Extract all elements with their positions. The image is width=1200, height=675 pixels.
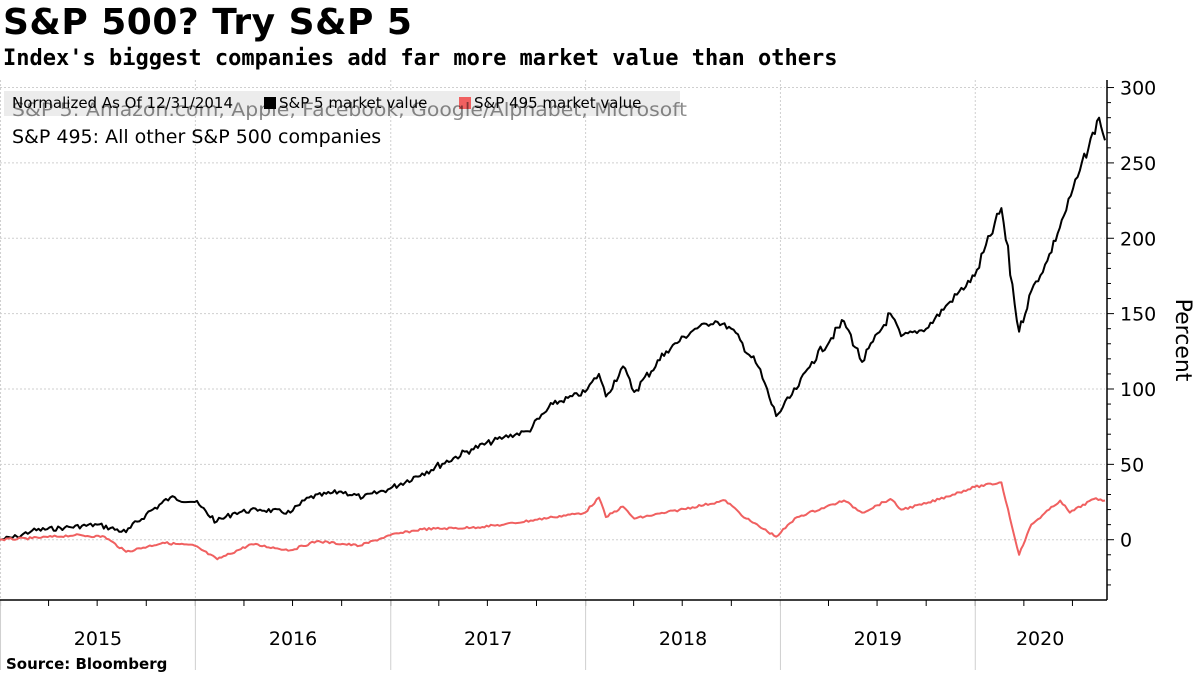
series-line-sp495 bbox=[0, 481, 1106, 561]
y-tick-label: 50 bbox=[1120, 454, 1144, 476]
legend-item: S&P 495 market value bbox=[474, 94, 641, 112]
x-tick-label: 2020 bbox=[1016, 628, 1064, 650]
legend-box bbox=[4, 91, 680, 116]
legend-swatch bbox=[459, 97, 471, 109]
y-tick-label: 150 bbox=[1120, 304, 1156, 326]
y-tick-label: 100 bbox=[1120, 379, 1156, 401]
legend-header: Normalized As Of 12/31/2014 bbox=[12, 94, 233, 112]
chart-subtitle: Index's biggest companies add far more m… bbox=[3, 46, 838, 71]
x-tick-label: 2016 bbox=[269, 628, 317, 650]
series-line-sp5 bbox=[0, 116, 1106, 541]
source-note: Source: Bloomberg bbox=[6, 655, 168, 673]
y-tick-label: 300 bbox=[1120, 78, 1156, 100]
x-tick-label: 2017 bbox=[464, 628, 512, 650]
legend-item: S&P 5 market value bbox=[279, 94, 427, 112]
note-line-sp495: S&P 495: All other S&P 500 companies bbox=[12, 126, 381, 148]
x-tick-label: 2015 bbox=[74, 628, 122, 650]
y-tick-label: 0 bbox=[1120, 530, 1132, 552]
x-tick-label: 2019 bbox=[854, 628, 902, 650]
y-tick-label: 200 bbox=[1120, 228, 1156, 250]
chart-title: S&P 500? Try S&P 5 bbox=[3, 2, 413, 43]
y-tick-label: 250 bbox=[1120, 153, 1156, 175]
y-axis-label: Percent bbox=[1170, 299, 1195, 382]
x-tick-label: 2018 bbox=[659, 628, 707, 650]
legend-swatch bbox=[264, 97, 276, 109]
note-line-sp5: S&P 5: Amazon.com, Apple, Facebook, Goog… bbox=[12, 99, 687, 121]
